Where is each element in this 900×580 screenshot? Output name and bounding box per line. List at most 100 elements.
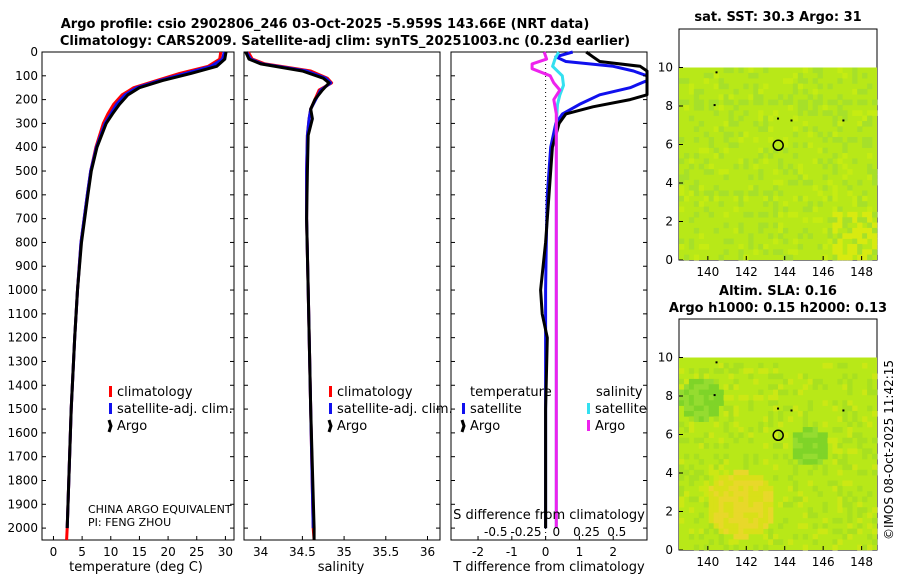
map-cell: [713, 523, 719, 529]
map-cell: [753, 523, 759, 529]
map-cell: [802, 437, 808, 444]
map-cell: [743, 110, 749, 116]
map-cell: [802, 206, 808, 213]
map-cell: [679, 195, 685, 202]
map-cell: [852, 88, 858, 95]
map-cell: [703, 190, 709, 197]
map-x-tick-label: 144: [773, 265, 796, 279]
map-cell: [693, 378, 700, 385]
map-cell: [738, 201, 744, 207]
map-cell: [797, 233, 804, 239]
map-cell: [872, 110, 878, 116]
map-cell: [792, 179, 799, 186]
map-cell: [693, 437, 700, 444]
legend-t-satellite-label: satellite: [470, 402, 522, 417]
map-cell: [708, 389, 714, 396]
map-cell: [738, 190, 744, 197]
map-cell: [688, 480, 695, 487]
map-cell: [797, 78, 804, 84]
map-cell: [713, 405, 719, 412]
map-cell: [817, 94, 823, 100]
map-cell: [758, 153, 764, 159]
map-cell: [832, 528, 838, 535]
map-cell: [852, 217, 858, 223]
map-cell: [797, 243, 804, 250]
map-cell: [723, 517, 729, 524]
map-cell: [679, 437, 685, 444]
map-cell: [802, 104, 808, 111]
map-cell: [837, 158, 843, 165]
map-cell: [688, 405, 695, 412]
map-cell: [768, 501, 774, 508]
map-cell: [763, 120, 769, 127]
map-cell: [797, 491, 804, 497]
map-cell: [723, 405, 729, 412]
figure-title-line2: Climatology: CARS2009. Satellite-adj cli…: [60, 34, 630, 49]
map-cell: [753, 496, 759, 503]
map-cell: [708, 464, 714, 471]
map-cell: [718, 201, 724, 207]
map-cell: [748, 480, 754, 487]
map-cell: [862, 496, 868, 503]
map-cell: [728, 410, 734, 417]
map-cell: [768, 533, 774, 540]
map-cell: [703, 78, 709, 84]
map-cell: [797, 72, 804, 79]
map-cell: [768, 416, 774, 422]
map-cell: [872, 99, 878, 106]
map-cell: [679, 394, 685, 401]
map-cell: [872, 437, 878, 444]
map-cell: [797, 195, 804, 202]
map-cell: [832, 539, 838, 545]
map-cell: [867, 421, 873, 428]
map-cell: [708, 211, 714, 218]
map-cell: [713, 496, 719, 503]
map-cell: [792, 437, 799, 444]
map-cell: [837, 427, 843, 433]
map-cell: [763, 491, 769, 497]
x-tick-label: 34: [253, 545, 268, 559]
map-cell: [723, 137, 729, 143]
map-cell: [753, 480, 759, 487]
map-cell: [693, 517, 700, 524]
map-cell: [787, 99, 794, 106]
map-cell: [822, 469, 828, 476]
map-x-tick-label: 144: [773, 555, 796, 569]
map-cell: [713, 389, 719, 396]
map-cell: [768, 115, 774, 122]
map-cell: [817, 147, 823, 154]
map-cell: [703, 475, 709, 481]
map-cell: [713, 416, 719, 422]
map-cell: [763, 126, 769, 132]
map-cell: [822, 443, 828, 449]
map-cell: [703, 131, 709, 138]
map-cell: [758, 362, 764, 369]
map-cell: [718, 83, 724, 90]
map-cell: [679, 243, 685, 250]
map-cell: [807, 459, 813, 465]
map-cell: [698, 378, 705, 385]
map-cell: [847, 99, 853, 106]
map-cell: [693, 416, 700, 422]
map-cell: [778, 421, 784, 428]
map-cell: [837, 496, 843, 503]
x-tick-label: -1: [506, 545, 518, 559]
map-cell: [728, 501, 734, 508]
map-cell: [842, 405, 848, 412]
map-cell: [728, 394, 734, 401]
map-cell: [733, 469, 739, 476]
map-cell: [708, 137, 714, 143]
map-cell: [763, 507, 769, 513]
x-tick-label: 36: [420, 545, 435, 559]
map-cell: [763, 211, 769, 218]
island-dot: [842, 119, 845, 122]
map-cell: [852, 158, 858, 165]
map-cell: [708, 507, 714, 513]
map-cell: [812, 217, 818, 223]
map-cell: [847, 427, 853, 433]
map-cell: [733, 517, 739, 524]
map-cell: [758, 126, 764, 132]
map-cell: [703, 544, 709, 551]
map-cell: [872, 249, 878, 255]
map-cell: [703, 158, 709, 165]
